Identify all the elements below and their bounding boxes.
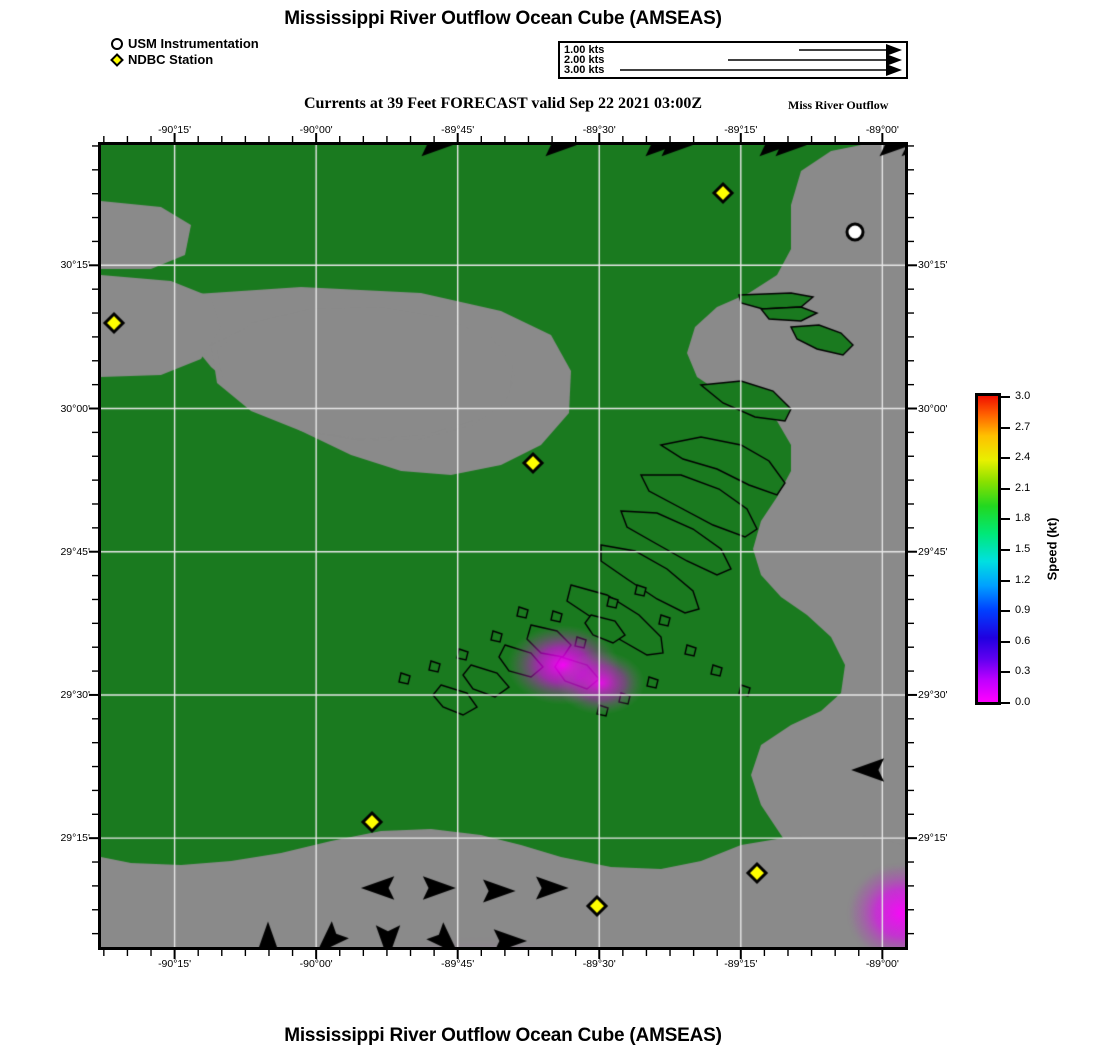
x-tick-label-bottom-3: -89°30' bbox=[582, 958, 616, 970]
x-tick-label-top-1: -90°00' bbox=[299, 124, 333, 136]
x-tick-label-top-4: -89°15' bbox=[724, 124, 758, 136]
colorbar-tick-label-7: 0.9 bbox=[1015, 604, 1031, 617]
map-plot-area[interactable] bbox=[98, 142, 908, 950]
colorbar[interactable]: 3.0 2.7 2.4 2.1 1.8 1.5 1.2 0.9 0.6 0.3 0.0 bbox=[975, 390, 1030, 708]
x-tick-label-bottom-0: -90°15' bbox=[158, 958, 192, 970]
y-tick-label-right-0: 30°15' bbox=[918, 259, 948, 272]
vector-scale-key: 1.00 kts 2.00 kts 3.00 kts bbox=[558, 41, 908, 79]
colorbar-tick-8 bbox=[1001, 640, 1010, 643]
colorbar-tick-label-9: 0.3 bbox=[1015, 665, 1031, 678]
legend-item-usm-instrumentation: USM Instrumentation bbox=[110, 36, 259, 51]
colorbar-gradient[interactable] bbox=[975, 393, 1001, 705]
x-tick-label-top-0: -90°15' bbox=[158, 124, 192, 136]
legend-item-ndbc-station: NDBC Station bbox=[110, 52, 259, 67]
colorbar-tick-label-10: 0.0 bbox=[1015, 696, 1031, 708]
colorbar-tick-9 bbox=[1001, 671, 1010, 674]
vector-key-label-3kt: 3.00 kts bbox=[564, 64, 605, 76]
colorbar-tick-2 bbox=[1001, 457, 1010, 460]
colorbar-tick-label-0: 3.0 bbox=[1015, 390, 1031, 402]
colorbar-tick-label-8: 0.6 bbox=[1015, 634, 1031, 647]
x-tick-label-bottom-1: -90°00' bbox=[299, 958, 333, 970]
colorbar-tick-label-4: 1.8 bbox=[1015, 512, 1031, 525]
colorbar-tick-5 bbox=[1001, 549, 1010, 551]
station-legend: USM Instrumentation NDBC Station bbox=[110, 36, 259, 68]
x-tick-label-bottom-4: -89°15' bbox=[724, 958, 758, 970]
colorbar-tick-3 bbox=[1001, 487, 1010, 490]
colorbar-tick-label-3: 2.1 bbox=[1015, 481, 1031, 494]
y-tick-label-right-1: 30°00' bbox=[918, 402, 948, 415]
colorbar-axis-title: Speed (kt) bbox=[1044, 517, 1060, 581]
colorbar-tick-label-5: 1.5 bbox=[1015, 543, 1031, 555]
legend-label-usm-instrumentation: USM Instrumentation bbox=[128, 36, 259, 51]
colorbar-tick-1 bbox=[1001, 426, 1010, 429]
legend-label-ndbc-station: NDBC Station bbox=[128, 52, 214, 67]
x-tick-label-top-2: -89°45' bbox=[441, 124, 475, 136]
colorbar-tick-10 bbox=[1001, 702, 1010, 704]
chart-corner-label: Miss River Outflow bbox=[788, 98, 889, 112]
colorbar-tick-label-2: 2.4 bbox=[1015, 451, 1031, 464]
x-tick-label-top-3: -89°30' bbox=[582, 124, 616, 136]
y-tick-label-right-3: 29°30' bbox=[918, 688, 948, 701]
page-title: Mississippi River Outflow Ocean Cube (AM… bbox=[284, 8, 722, 29]
y-tick-label-left-4: 29°15' bbox=[60, 832, 90, 845]
y-tick-label-left-2: 29°45' bbox=[60, 545, 90, 558]
colorbar-tick-7 bbox=[1001, 610, 1010, 613]
y-tick-label-left-0: 30°15' bbox=[60, 259, 90, 272]
vector-key-label-2kt: 2.00 kts bbox=[564, 54, 605, 66]
vector-key-arrows bbox=[620, 44, 902, 76]
y-tick-label-left-1: 30°00' bbox=[60, 402, 90, 415]
map-raster[interactable] bbox=[101, 145, 905, 947]
colorbar-tick-label-1: 2.7 bbox=[1015, 420, 1031, 433]
x-tick-label-top-5: -89°00' bbox=[865, 124, 899, 136]
y-tick-label-right-2: 29°45' bbox=[918, 545, 948, 558]
vector-key-label-1kt: 1.00 kts bbox=[564, 44, 605, 56]
yellow-diamond-icon bbox=[110, 52, 124, 67]
colorbar-tick-label-6: 1.2 bbox=[1015, 573, 1031, 586]
y-tick-label-left-3: 29°30' bbox=[60, 688, 90, 701]
colorbar-tick-6 bbox=[1001, 579, 1010, 582]
colorbar-tick-0 bbox=[1001, 396, 1010, 398]
x-tick-label-bottom-5: -89°00' bbox=[865, 958, 899, 970]
y-tick-label-right-4: 29°15' bbox=[918, 832, 948, 845]
footer-title: Mississippi River Outflow Ocean Cube (AM… bbox=[284, 1025, 722, 1046]
colorbar-tick-4 bbox=[1001, 518, 1010, 521]
chart-subtitle: Currents at 39 Feet FORECAST valid Sep 2… bbox=[303, 95, 703, 112]
white-circle-icon bbox=[111, 37, 123, 50]
x-tick-label-bottom-2: -89°45' bbox=[441, 958, 475, 970]
